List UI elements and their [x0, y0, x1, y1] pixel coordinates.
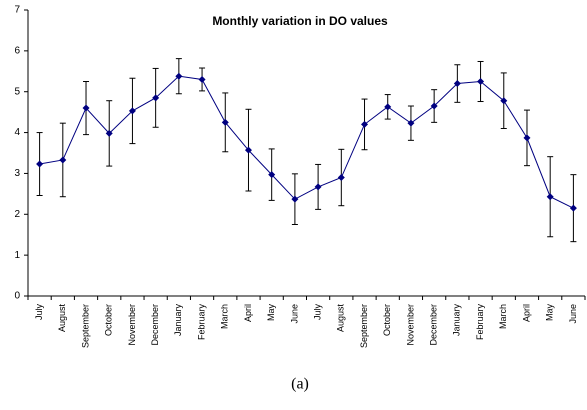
y-tick-label: 0	[14, 291, 20, 302]
marker	[314, 183, 322, 191]
x-tick-label: June	[289, 304, 299, 324]
marker	[430, 102, 438, 110]
chart-title: Monthly variation in DO values	[212, 14, 388, 28]
marker	[175, 72, 183, 80]
marker	[128, 107, 136, 115]
marker	[291, 195, 299, 203]
marker	[198, 75, 206, 83]
x-tick-label: July	[312, 304, 322, 321]
y-tick-label: 5	[14, 86, 20, 97]
y-tick-label: 1	[14, 250, 20, 261]
caption: (a)	[291, 376, 309, 393]
marker	[477, 78, 485, 85]
x-tick-label: November	[405, 304, 415, 346]
marker	[523, 134, 531, 142]
x-tick-label: May	[545, 304, 555, 322]
x-tick-label: October	[104, 304, 114, 336]
series-line	[39, 75, 574, 209]
marker	[152, 94, 160, 102]
x-tick-label: January	[173, 304, 183, 337]
marker	[82, 104, 90, 112]
marker	[361, 120, 369, 128]
marker	[407, 119, 415, 127]
x-tick-label: August	[336, 304, 346, 333]
y-tick-label: 2	[14, 209, 20, 220]
marker	[221, 118, 229, 126]
x-tick-label: March	[220, 304, 230, 329]
x-tick-label: April	[243, 304, 253, 322]
x-tick-label: February	[196, 304, 206, 341]
marker	[244, 146, 252, 154]
marker	[337, 174, 345, 182]
marker	[268, 171, 276, 179]
y-tick-label: 4	[14, 127, 20, 138]
y-tick-label: 7	[14, 5, 20, 16]
marker	[546, 193, 554, 201]
marker	[453, 80, 461, 88]
x-tick-label: October	[382, 304, 392, 336]
x-tick-label: December	[429, 304, 439, 346]
y-tick-label: 3	[14, 168, 20, 179]
marker	[105, 129, 113, 137]
x-tick-label: January	[452, 304, 462, 337]
marker	[384, 103, 392, 111]
x-tick-label: November	[127, 304, 137, 346]
x-tick-label: June	[568, 304, 578, 324]
x-tick-label: May	[266, 304, 276, 322]
x-tick-label: March	[498, 304, 508, 329]
marker	[569, 204, 577, 212]
x-tick-label: July	[34, 304, 44, 321]
x-tick-label: December	[150, 304, 160, 346]
x-tick-label: September	[359, 304, 369, 348]
marker	[500, 97, 508, 105]
x-tick-label: February	[475, 304, 485, 341]
x-tick-label: April	[521, 304, 531, 322]
y-tick-label: 6	[14, 45, 20, 56]
marker	[36, 160, 44, 168]
x-tick-label: September	[80, 304, 90, 348]
marker	[59, 156, 67, 164]
x-tick-label: August	[57, 304, 67, 333]
